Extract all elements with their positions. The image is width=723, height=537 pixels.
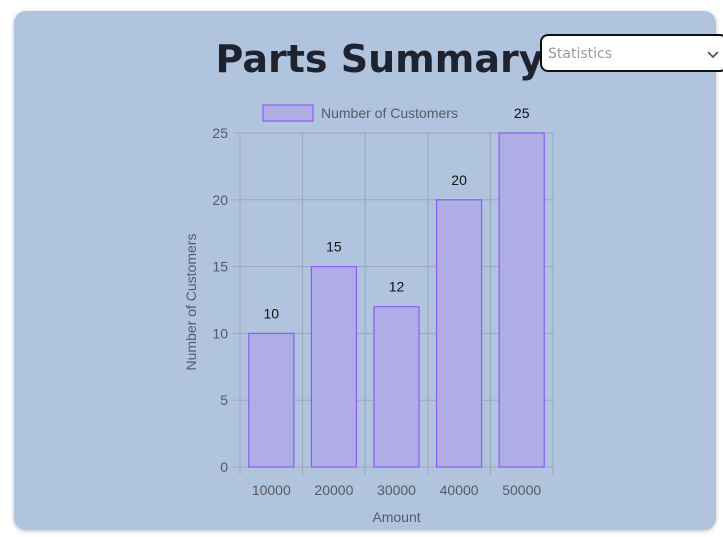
x-tick-label: 50000 (502, 482, 541, 498)
x-tick-label: 20000 (314, 482, 353, 498)
bar (373, 306, 420, 468)
y-tick-label: 0 (220, 459, 228, 475)
y-tick-label: 10 (212, 325, 228, 341)
statistics-select[interactable]: Statistics (540, 34, 723, 72)
data-label: 12 (389, 279, 405, 295)
select-value: Statistics (548, 46, 612, 62)
data-label: 10 (264, 305, 280, 321)
legend-swatch (262, 104, 314, 122)
bar (310, 266, 358, 468)
y-tick-label: 15 (212, 259, 228, 275)
legend-label: Number of Customers (321, 105, 458, 121)
bar (248, 332, 295, 468)
bar (435, 199, 483, 468)
bar (498, 132, 545, 468)
y-tick-label: 5 (220, 392, 228, 408)
y-tick-label: 20 (212, 192, 228, 208)
x-axis-title: Amount (372, 509, 420, 525)
x-tick-label: 30000 (377, 482, 416, 498)
x-tick-label: 40000 (440, 482, 479, 498)
chevron-down-icon (707, 51, 719, 59)
x-tick-label: 10000 (252, 482, 291, 498)
y-tick-label: 25 (212, 125, 228, 141)
page-title: Parts Summary (215, 37, 544, 81)
data-label: 25 (514, 105, 530, 121)
data-label: 20 (451, 172, 467, 188)
y-axis-title: Number of Customers (183, 234, 199, 371)
data-label: 15 (326, 239, 342, 255)
